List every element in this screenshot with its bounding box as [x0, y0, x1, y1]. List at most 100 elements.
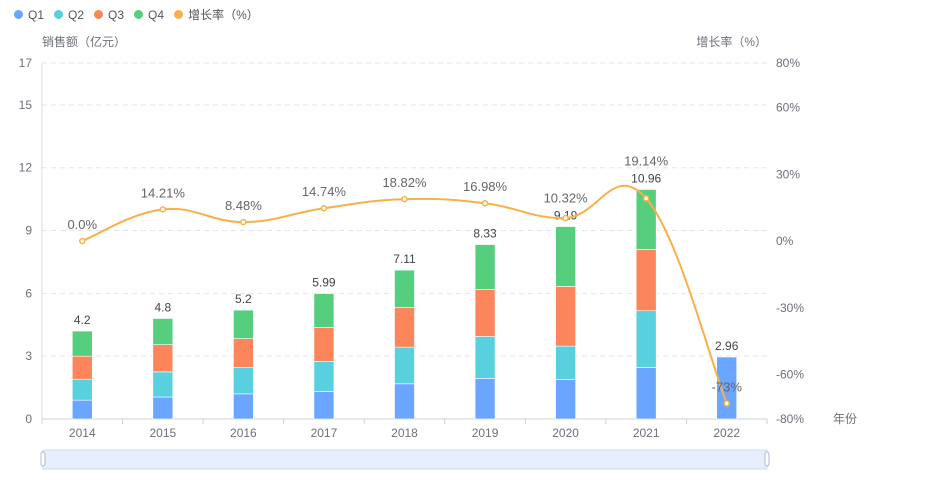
datazoom-handle-left[interactable]: [40, 451, 46, 467]
bar-Q3-2021[interactable]: [635, 249, 657, 312]
legend-item-Q4[interactable]: Q4: [134, 6, 164, 23]
bar-Q4-2015[interactable]: [152, 318, 174, 345]
growth-point-2021[interactable]: [642, 195, 650, 202]
y-right-tick-label: -60%: [776, 368, 804, 382]
bar-Q3-2020[interactable]: [555, 286, 576, 347]
bar-Q1-2016[interactable]: [233, 393, 254, 420]
growth-label: 19.14%: [624, 153, 669, 168]
x-tick-label: 2022: [713, 426, 740, 440]
legend-label: 增长率（%）: [188, 8, 259, 22]
legend-item-Q3[interactable]: Q3: [94, 6, 124, 23]
growth-point-2014[interactable]: [79, 237, 86, 245]
bar-Q2-2016[interactable]: [233, 367, 254, 395]
bar-Q4-2020[interactable]: [555, 226, 576, 287]
bar-Q3-2015[interactable]: [152, 344, 174, 373]
bar-Q3-2019[interactable]: [474, 289, 496, 337]
bar-Q4-2017[interactable]: [313, 293, 335, 328]
x-tick-label: 2020: [552, 426, 579, 440]
growth-point-2015[interactable]: [159, 206, 167, 213]
bar-Q1-2018[interactable]: [394, 383, 415, 420]
y-right-tick-label: -30%: [776, 301, 804, 315]
legend-item-Q2[interactable]: Q2: [54, 6, 84, 23]
bar-total-label: 4.2: [74, 313, 91, 327]
growth-label: 14.74%: [302, 184, 347, 199]
growth-point-2019[interactable]: [481, 199, 489, 207]
growth-label: 14.21%: [141, 185, 186, 200]
bar-Q1-2021[interactable]: [635, 367, 657, 420]
bar-Q3-2018[interactable]: [394, 307, 415, 348]
legend-dot: [14, 10, 23, 19]
datazoom-slider[interactable]: [42, 449, 768, 470]
bar-Q2-2018[interactable]: [394, 346, 415, 385]
bar-Q4-2018[interactable]: [394, 269, 415, 308]
legend-dot: [134, 10, 144, 19]
x-tick-label: 2021: [633, 426, 660, 440]
bar-Q1-2019[interactable]: [474, 378, 496, 420]
growth-label: -73%: [712, 379, 743, 394]
y-tick-label: 6: [25, 286, 32, 300]
bar-Q4-2019[interactable]: [474, 244, 496, 290]
bar-Q2-2017[interactable]: [313, 361, 335, 392]
x-tick-label: 2019: [472, 426, 499, 440]
bar-Q1-2020[interactable]: [555, 379, 576, 420]
x-tick-label: 2015: [149, 426, 176, 440]
bar-total-label: 8.33: [473, 227, 497, 241]
y-tick-label: 15: [19, 98, 33, 112]
y-right-tick-label: -80%: [776, 412, 804, 426]
y-right-tick-label: 60%: [776, 101, 800, 115]
y-tick-label: 12: [19, 161, 33, 175]
bar-total-label: 4.8: [154, 300, 171, 314]
growth-label: 0.0%: [67, 217, 97, 232]
growth-label: 18.82%: [382, 175, 427, 190]
bar-total-label: 5.99: [312, 276, 336, 290]
growth-point-2016[interactable]: [240, 218, 247, 226]
growth-point-2022[interactable]: [723, 400, 730, 407]
bar-total-label: 5.2: [235, 292, 252, 306]
bar-Q1-2015[interactable]: [152, 396, 174, 420]
bar-Q3-2016[interactable]: [233, 338, 254, 368]
bar-total-label: 2.96: [715, 339, 739, 353]
x-tick-label: 2016: [230, 426, 257, 440]
bar-Q2-2015[interactable]: [152, 371, 174, 398]
legend-label: Q3: [108, 7, 125, 22]
x-tick-label: 2017: [311, 426, 338, 440]
bar-Q4-2014[interactable]: [71, 330, 93, 357]
growth-point-2020[interactable]: [562, 214, 569, 222]
y-tick-label: 0: [25, 412, 32, 426]
x-tick-label: 2018: [391, 426, 418, 440]
bar-Q2-2020[interactable]: [555, 345, 576, 380]
x-tick-label: 2014: [69, 426, 96, 440]
bar-Q4-2016[interactable]: [233, 309, 254, 339]
bar-Q2-2014[interactable]: [71, 378, 93, 401]
bar-Q3-2017[interactable]: [313, 327, 335, 362]
legend-item-增长率（%）[interactable]: 增长率（%）: [174, 6, 259, 23]
growth-point-2018[interactable]: [401, 195, 408, 203]
bar-Q1-2014[interactable]: [71, 399, 93, 420]
y-tick-label: 3: [25, 349, 32, 363]
legend-item-Q1[interactable]: Q1: [14, 6, 44, 23]
bar-Q2-2019[interactable]: [474, 336, 496, 379]
bar-Q3-2014[interactable]: [71, 355, 93, 380]
legend-label: Q1: [28, 7, 45, 22]
y-tick-label: 9: [25, 224, 32, 238]
legend-dot: [174, 10, 184, 19]
y-tick-label: 17: [19, 56, 33, 70]
legend-dot: [54, 10, 64, 19]
y-right-axis-title: 增长率（%）: [696, 34, 767, 49]
legend: Q1 Q2 Q3 Q4 增长率（%）: [14, 6, 259, 23]
bar-Q1-2022[interactable]: [716, 356, 738, 420]
bar-total-label: 10.96: [631, 171, 661, 185]
y-right-tick-label: 80%: [776, 56, 800, 70]
legend-label: Q4: [148, 7, 165, 22]
growth-label: 16.98%: [463, 179, 508, 194]
bar-Q2-2021[interactable]: [635, 310, 657, 368]
growth-point-2017[interactable]: [320, 204, 328, 212]
legend-label: Q2: [68, 7, 85, 22]
datazoom-handle-right[interactable]: [764, 451, 770, 467]
bar-Q1-2017[interactable]: [313, 391, 335, 420]
legend-dot: [94, 10, 104, 19]
bar-total-label: 7.11: [393, 252, 416, 266]
y-axis-title: 销售额（亿元）: [42, 34, 126, 49]
y-right-tick-label: 30%: [776, 167, 800, 181]
